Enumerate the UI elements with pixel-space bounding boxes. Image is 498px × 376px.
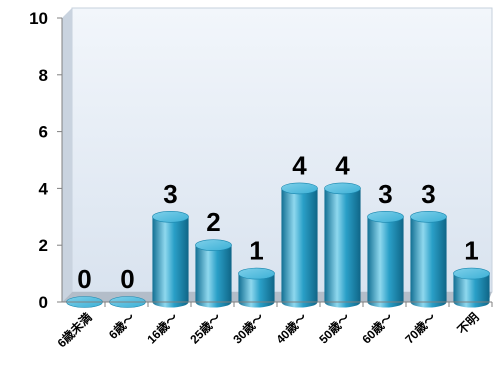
bar-top (152, 211, 189, 223)
x-tick-label: 不明 (455, 310, 482, 337)
bar-top (410, 211, 447, 223)
data-label: 1 (464, 236, 478, 266)
x-tick-label: 40歳～ (273, 310, 310, 347)
bar (238, 267, 275, 308)
bar-body (324, 188, 361, 308)
x-tick-label: 6歳未満 (54, 310, 95, 351)
data-label: 3 (163, 179, 177, 209)
data-label: 2 (206, 207, 220, 237)
bar (324, 182, 361, 308)
bar-top (453, 267, 490, 280)
data-label: 0 (120, 264, 134, 294)
x-tick-label: 25歳～ (187, 310, 224, 347)
data-label: 0 (77, 264, 91, 294)
data-label: 4 (292, 150, 307, 180)
y-tick-label: 8 (39, 66, 48, 85)
data-label: 1 (249, 236, 263, 266)
bar-body (281, 188, 318, 308)
bar-top (238, 267, 275, 280)
x-tick-label: 16歳～ (144, 310, 181, 347)
data-label: 3 (421, 179, 435, 209)
bar-body (195, 245, 232, 308)
x-axis: 6歳未満 6歳～ 16歳～ 25歳～ 30歳～ 40歳～ 50歳～ 60歳～ 70歳～ 不明 (54, 301, 493, 351)
x-tick-label: 60歳～ (359, 310, 396, 347)
bar-top (367, 211, 404, 223)
bar-top (324, 182, 361, 195)
bar-body (238, 273, 275, 308)
bar-body (152, 216, 189, 308)
x-tick-label: 6歳～ (105, 310, 137, 342)
plot-side-wall (62, 8, 72, 302)
x-tick-label: 70歳～ (402, 310, 439, 347)
bar (453, 267, 490, 308)
bar (367, 211, 404, 308)
bar (281, 182, 318, 308)
y-tick-label: 4 (39, 179, 49, 198)
bar-body (410, 216, 447, 308)
y-tick-label: 10 (29, 9, 48, 28)
bar (195, 239, 232, 308)
y-tick-label: 0 (39, 293, 48, 312)
data-label: 4 (335, 150, 350, 180)
bar-body (453, 273, 490, 308)
x-tick-label: 50歳～ (316, 310, 353, 347)
bar (410, 211, 447, 308)
y-tick-label: 6 (39, 123, 48, 142)
y-axis: 0 2 4 6 8 10 (29, 9, 63, 312)
bars (66, 182, 490, 308)
bar (152, 211, 189, 308)
bar-top (195, 239, 232, 251)
y-tick-label: 2 (39, 236, 48, 255)
bar-top (281, 182, 318, 195)
data-label: 3 (378, 179, 392, 209)
bar-body (367, 216, 404, 308)
x-tick-label: 30歳～ (230, 310, 267, 347)
